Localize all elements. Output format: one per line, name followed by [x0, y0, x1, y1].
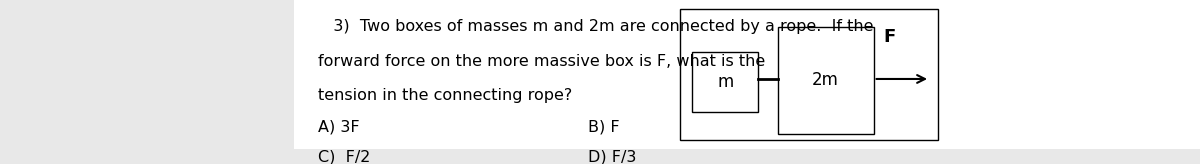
Text: forward force on the more massive box is F, what is the: forward force on the more massive box is…: [318, 54, 766, 69]
Text: B) F: B) F: [588, 119, 619, 134]
Text: tension in the connecting rope?: tension in the connecting rope?: [318, 88, 572, 103]
Text: 3)  Two boxes of masses m and 2m are connected by a rope.  If the: 3) Two boxes of masses m and 2m are conn…: [318, 19, 874, 34]
Bar: [778, 27, 874, 134]
Bar: [692, 52, 758, 112]
Text: 2m: 2m: [812, 72, 839, 89]
Text: m: m: [718, 73, 733, 91]
Text: A) 3F: A) 3F: [318, 119, 360, 134]
Text: D) F/3: D) F/3: [588, 149, 636, 164]
Text: C)  F/2: C) F/2: [318, 149, 371, 164]
Bar: [294, 0, 1200, 149]
Bar: [680, 9, 938, 140]
Text: F: F: [883, 28, 895, 46]
